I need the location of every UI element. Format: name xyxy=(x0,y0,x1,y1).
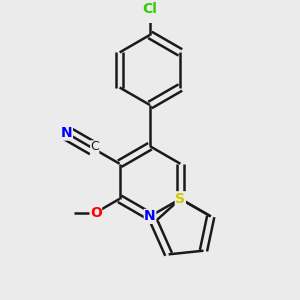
Text: N: N xyxy=(144,209,156,224)
Text: N: N xyxy=(61,126,73,140)
Text: O: O xyxy=(90,206,102,220)
Text: Cl: Cl xyxy=(142,2,158,16)
Text: C: C xyxy=(90,140,99,154)
Text: S: S xyxy=(176,192,185,206)
